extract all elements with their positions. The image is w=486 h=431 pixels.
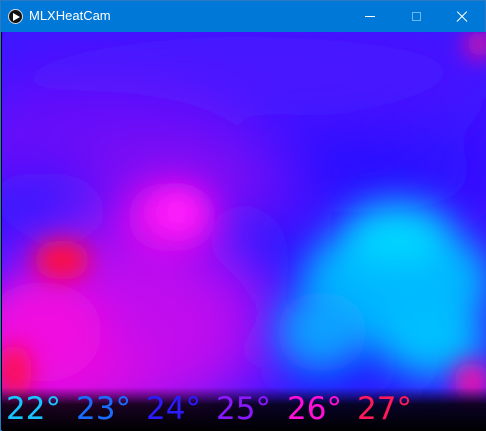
- minimize-icon: [365, 16, 375, 17]
- heat-camera-view: 22° 23° 24° 25° 26° 27°: [2, 32, 486, 431]
- window-title: MLXHeatCam: [29, 8, 111, 23]
- thermal-heatmap: [2, 32, 486, 431]
- temp-label-22: 22°: [6, 391, 61, 427]
- temp-label-23: 23°: [76, 391, 131, 427]
- close-button[interactable]: [439, 1, 485, 32]
- temperature-scale: 22° 23° 24° 25° 26° 27°: [2, 387, 486, 431]
- temp-label-26: 26°: [287, 391, 342, 427]
- temp-label-27: 27°: [357, 391, 412, 427]
- maximize-button[interactable]: [393, 1, 439, 32]
- minimize-button[interactable]: [347, 1, 393, 32]
- play-circle-icon[interactable]: [8, 9, 23, 24]
- temp-label-25: 25°: [216, 391, 271, 427]
- temp-label-24: 24°: [146, 391, 201, 427]
- title-bar[interactable]: MLXHeatCam: [1, 1, 485, 32]
- close-icon: [456, 11, 468, 23]
- maximize-icon: [411, 12, 421, 21]
